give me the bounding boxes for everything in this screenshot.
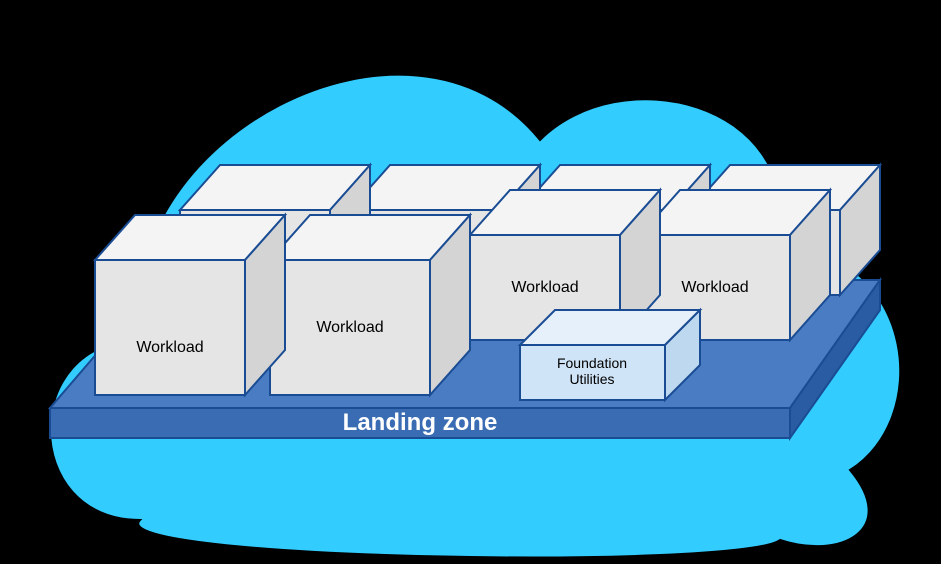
workload-label: Workload [681,279,748,296]
utility-label-line1: Foundation [557,355,627,371]
utility-label-line2: Utilities [569,371,614,387]
workload-label: Workload [136,339,203,356]
platform-label: Landing zone [343,409,498,436]
diagram-canvas: Landing zone Workload Workload [0,0,941,564]
foundation-utilities-box: Foundation Utilities [520,310,700,400]
workload-label: Workload [316,319,383,336]
workload-box: Workload [95,215,285,395]
workload-label: Workload [511,279,578,296]
workload-box: Workload [270,215,470,395]
